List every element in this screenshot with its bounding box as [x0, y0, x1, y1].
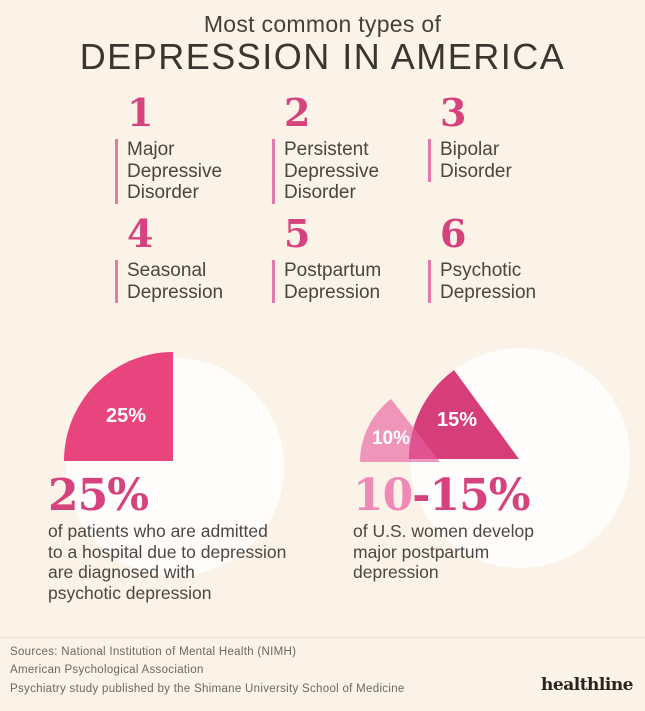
stat-value-10-15: 10-15% — [353, 474, 603, 518]
pie-slice-25 — [64, 352, 173, 461]
type-item-seasonal: 4 Seasonal Depression — [115, 215, 267, 303]
type-number: 6 — [440, 211, 467, 256]
pie-slice-label-25: 25% — [106, 405, 146, 427]
sources-text: Sources: National Institution of Mental … — [10, 646, 405, 695]
pie-wedge-10 — [360, 399, 440, 462]
type-number: 5 — [284, 211, 311, 256]
pie-wedge-15 — [408, 370, 519, 459]
healthline-logo: healthline — [541, 675, 633, 695]
type-item-bipolar: 3 Bipolar Disorder — [428, 94, 580, 182]
type-number: 2 — [284, 90, 311, 135]
type-number: 3 — [440, 90, 467, 135]
pie-chart-postpartum-depression: 15% 10% — [360, 348, 630, 568]
type-label: Seasonal Depression — [115, 260, 267, 303]
type-item-postpartum: 5 Postpartum Depression — [272, 215, 424, 303]
pie-wedge-label-15: 15% — [437, 409, 477, 431]
type-item-persistent-depressive: 2 Persistent Depressive Disorder — [272, 94, 424, 204]
footer-divider — [0, 637, 645, 638]
stat-description: of patients who are admitted to a hospit… — [48, 521, 287, 603]
stat-value-25: 25% — [48, 470, 149, 521]
stat-psychotic-depression: 25% of patients who are admitted to a ho… — [48, 474, 308, 603]
type-number: 1 — [127, 90, 154, 135]
pie-wedge-label-10: 10% — [372, 428, 410, 449]
type-label: Bipolar Disorder — [428, 139, 580, 182]
type-label: Major Depressive Disorder — [115, 139, 267, 204]
type-item-major-depressive: 1 Major Depressive Disorder — [115, 94, 267, 204]
type-number: 4 — [127, 211, 154, 256]
type-label: Persistent Depressive Disorder — [272, 139, 424, 204]
stat-value-light: 10 — [353, 470, 413, 521]
pie-chart-psychotic-depression: 25% — [64, 352, 284, 576]
stat-postpartum-depression: 10-15% of U.S. women develop major postp… — [353, 474, 603, 583]
type-item-psychotic: 6 Psychotic Depression — [428, 215, 580, 303]
stat-value-dark: -15% — [412, 470, 530, 521]
type-label: Psychotic Depression — [428, 260, 580, 303]
type-label: Postpartum Depression — [272, 260, 424, 303]
page-title: DEPRESSION IN AMERICA — [79, 36, 566, 77]
title-kicker: Most common types of — [203, 11, 442, 37]
stat-description: of U.S. women develop major postpartum d… — [353, 521, 534, 582]
